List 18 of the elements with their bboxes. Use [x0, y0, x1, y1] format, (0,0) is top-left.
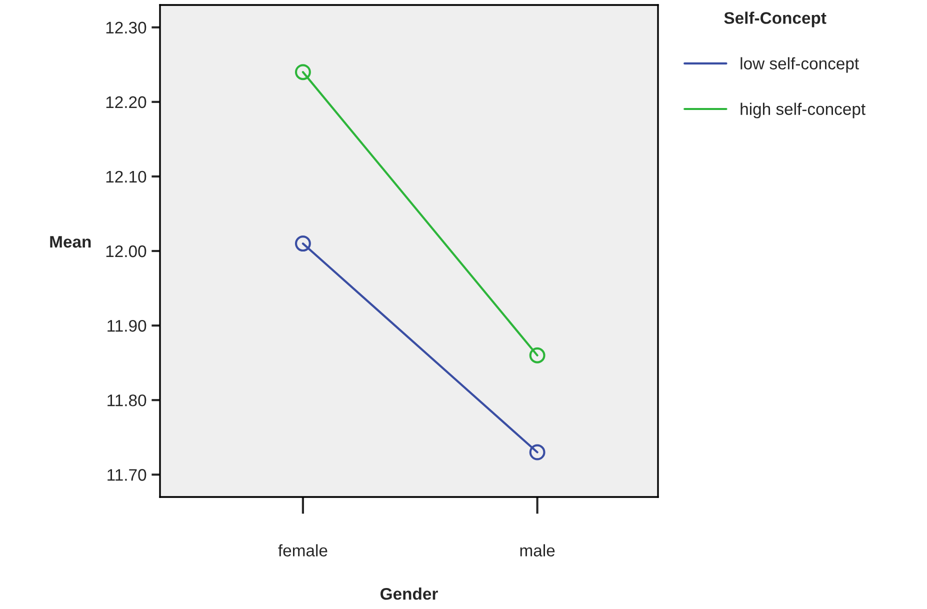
y-tick-label: 12.30 — [106, 22, 146, 34]
legend-label: low self-concept — [740, 57, 859, 73]
legend-title: Self-Concept — [724, 12, 826, 28]
y-tick-label: 11.80 — [108, 394, 146, 406]
y-tick-label: 11.70 — [108, 469, 146, 481]
legend-label: high self-concept — [740, 102, 866, 118]
x-tick-label: male — [520, 544, 555, 556]
y-tick-label: 11.90 — [108, 320, 146, 332]
y-tick-label: 12.20 — [106, 96, 146, 108]
y-tick-label: 12.10 — [106, 170, 146, 183]
point — [529, 347, 546, 364]
y-axis-title: Mean — [50, 236, 91, 248]
point — [529, 444, 546, 460]
y-tick-label: 12.00 — [106, 245, 146, 258]
point — [294, 236, 311, 252]
point — [294, 64, 311, 80]
x-tick-label: female — [278, 544, 328, 556]
x-axis-title: Gender — [380, 588, 438, 600]
